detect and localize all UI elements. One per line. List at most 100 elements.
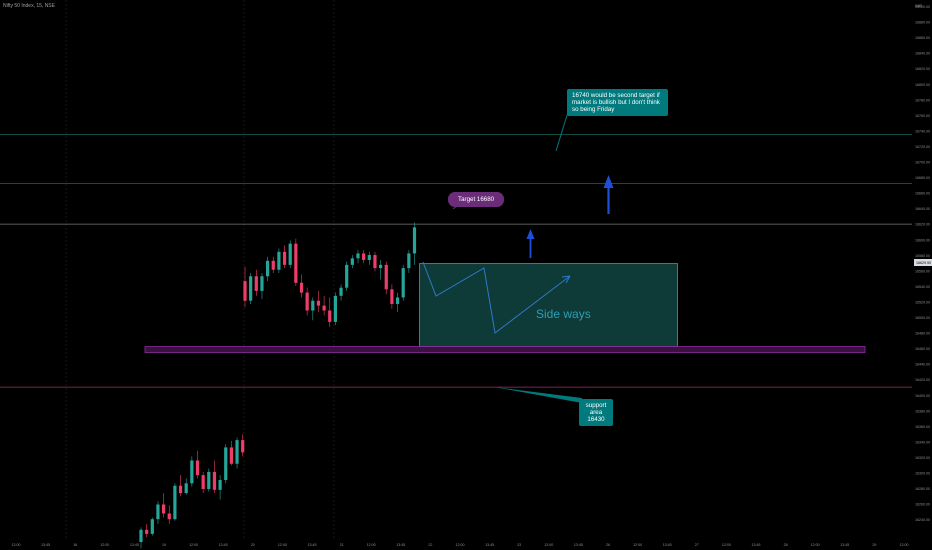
- time-axis: 12:00 13:45 16 12:00 13:45 19 12:00 13:45 20 12:0…: [12, 543, 909, 547]
- candle-body[interactable]: [167, 513, 171, 520]
- candle-body[interactable]: [412, 227, 417, 254]
- candle-body[interactable]: [322, 305, 326, 311]
- time-tick-label: 13:45: [752, 543, 761, 547]
- candle-body[interactable]: [390, 289, 394, 304]
- candle-body[interactable]: [235, 440, 239, 464]
- price-tick-label: 16480.00: [915, 332, 930, 336]
- support-callout[interactable]: support area 16430: [579, 399, 613, 426]
- candle-body[interactable]: [407, 253, 411, 269]
- candle-body[interactable]: [218, 480, 222, 490]
- time-tick-label: 13:45: [308, 543, 317, 547]
- sideways-path-arrowhead: [561, 275, 571, 278]
- candle-body[interactable]: [139, 529, 143, 542]
- time-tick-label: 28: [784, 543, 788, 547]
- price-tick-label: 16280.00: [915, 487, 930, 491]
- price-tick-label: 16240.00: [915, 518, 930, 522]
- candle-body[interactable]: [333, 295, 337, 322]
- candle-body[interactable]: [282, 251, 287, 265]
- candle-body[interactable]: [305, 292, 309, 311]
- sideways-range-box[interactable]: [419, 263, 678, 347]
- candle-body[interactable]: [339, 287, 343, 296]
- candle-body[interactable]: [150, 519, 154, 534]
- candle-body[interactable]: [350, 258, 354, 265]
- target-text: Target 16680: [458, 196, 495, 203]
- candle-body[interactable]: [266, 260, 270, 277]
- support-band[interactable]: [144, 346, 866, 353]
- candle-body[interactable]: [195, 460, 200, 476]
- candle-body[interactable]: [207, 471, 211, 490]
- price-tick-label: 16760.00: [915, 114, 930, 118]
- price-tick-label: 16440.00: [915, 363, 930, 367]
- callout-pointer: [494, 387, 582, 403]
- candle-body[interactable]: [395, 297, 400, 304]
- candle-body[interactable]: [173, 485, 177, 520]
- up-arrow-icon[interactable]: [526, 229, 535, 258]
- price-tick-label: 16900.00: [915, 5, 930, 9]
- candle-body[interactable]: [345, 264, 349, 288]
- candle-body[interactable]: [373, 255, 377, 269]
- price-tick-label: 16840.00: [915, 52, 930, 56]
- time-tick-label: 12:00: [100, 543, 109, 547]
- candle-body[interactable]: [229, 447, 233, 464]
- time-tick-label: 23: [517, 543, 521, 547]
- candle-body[interactable]: [367, 255, 371, 260]
- candle-body[interactable]: [243, 281, 247, 301]
- candle-body[interactable]: [184, 483, 188, 494]
- candle-body[interactable]: [156, 504, 160, 520]
- candle-body[interactable]: [288, 243, 292, 265]
- support-text: support area 16430: [585, 402, 607, 423]
- price-tick-label: 16260.00: [915, 503, 930, 507]
- second-target-text: 16740 would be second target if market i…: [572, 92, 660, 113]
- candle-body[interactable]: [277, 251, 281, 270]
- candle-body[interactable]: [379, 264, 383, 269]
- price-tick-label: 16600.00: [915, 238, 930, 242]
- time-tick-label: 29: [872, 543, 876, 547]
- time-tick-label: 13:45: [130, 543, 139, 547]
- candle-body[interactable]: [362, 253, 366, 260]
- candle-body[interactable]: [249, 276, 253, 301]
- second-target-callout[interactable]: 16740 would be second target if market i…: [567, 89, 668, 116]
- callout-pointer: [555, 111, 569, 152]
- price-tick-label: 16720.00: [915, 145, 930, 149]
- up-arrow-icon[interactable]: [603, 175, 614, 214]
- time-tick-label: 12:00: [633, 543, 642, 547]
- price-tick-label: 16540.00: [915, 285, 930, 289]
- candle-body[interactable]: [254, 276, 258, 291]
- target-callout[interactable]: Target 16680: [448, 192, 505, 207]
- time-tick-label: 22: [428, 543, 432, 547]
- candle-body[interactable]: [294, 243, 298, 283]
- candle-body[interactable]: [384, 264, 388, 290]
- candle-body[interactable]: [260, 276, 264, 291]
- symbol-label: Nifty 50 Index, 15, NSE: [3, 3, 55, 9]
- candle-body[interactable]: [316, 300, 321, 306]
- candle-body[interactable]: [299, 282, 304, 293]
- candle-body[interactable]: [356, 253, 360, 259]
- price-tick-label: 16420.00: [915, 378, 930, 382]
- price-tick-label: 16620.00: [915, 223, 930, 227]
- price-tick-label: 16580.00: [915, 254, 930, 258]
- candle-body[interactable]: [328, 310, 332, 322]
- candle-body[interactable]: [178, 485, 183, 494]
- time-tick-label: 13:45: [396, 543, 405, 547]
- candle-body[interactable]: [241, 440, 245, 453]
- time-tick-label: 13:45: [663, 543, 672, 547]
- candle-body[interactable]: [311, 300, 315, 311]
- price-tick-label: 16740.00: [915, 129, 930, 133]
- candle-body[interactable]: [201, 475, 205, 490]
- time-tick-label: 12:00: [722, 543, 731, 547]
- candle-body[interactable]: [145, 529, 149, 534]
- sideways-path-line[interactable]: [422, 261, 571, 334]
- candle-body[interactable]: [162, 504, 166, 514]
- candle-body[interactable]: [401, 268, 405, 298]
- candle-body[interactable]: [190, 460, 194, 484]
- time-tick-label: 12:00: [456, 543, 465, 547]
- sideways-path-arrowhead: [565, 275, 571, 284]
- candle-body[interactable]: [224, 447, 228, 481]
- candle-body[interactable]: [212, 471, 217, 490]
- price-tick-label: 16640.00: [915, 207, 930, 211]
- chart-grid: [65, 0, 335, 540]
- time-tick-label: 13:45: [574, 543, 583, 547]
- time-tick-label: 13:45: [840, 543, 849, 547]
- candle-body[interactable]: [271, 260, 275, 270]
